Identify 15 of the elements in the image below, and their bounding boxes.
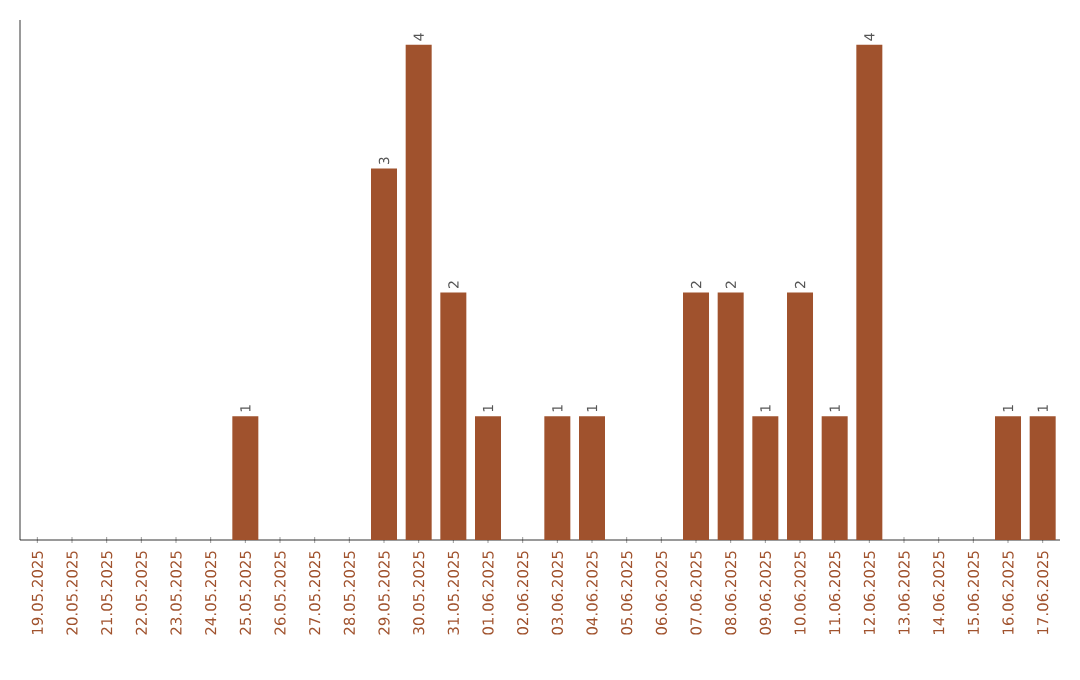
bar <box>1029 416 1056 540</box>
bar <box>752 416 779 540</box>
bar <box>440 292 467 540</box>
bar <box>544 416 571 540</box>
bar <box>371 168 397 540</box>
bar <box>405 44 432 540</box>
bar <box>717 292 744 540</box>
bar <box>821 416 848 540</box>
bar <box>475 416 501 540</box>
bar <box>995 416 1022 540</box>
bar <box>787 292 814 540</box>
bar <box>856 44 883 540</box>
bar <box>579 416 605 540</box>
bar <box>683 292 710 540</box>
bar <box>232 416 259 540</box>
